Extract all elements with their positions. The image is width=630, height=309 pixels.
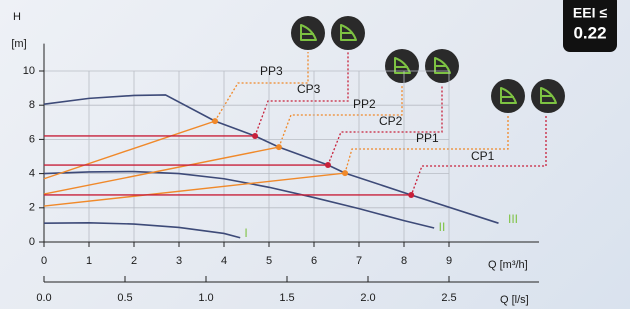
x2-tick-label: 0.0	[36, 292, 51, 304]
chart: EEI ≤ 0.22 H [m] Q [m³/h] Q [l/s] 0 2 4 6 8 1…	[0, 0, 630, 309]
series-label: II	[439, 220, 446, 234]
curve	[44, 95, 499, 223]
x-tick-label: 6	[311, 255, 317, 267]
curve	[44, 223, 240, 238]
x-tick-label: 7	[356, 255, 362, 267]
curve	[44, 147, 279, 194]
series-label: PP1	[416, 131, 439, 145]
x-tick-label: 2	[131, 255, 137, 267]
y-unit: [m]	[11, 38, 26, 50]
operating-point	[408, 192, 414, 198]
x2-tick-label: 1.5	[279, 292, 294, 304]
operating-point	[325, 162, 331, 168]
operating-point	[342, 170, 348, 176]
y-tick-label: 4	[29, 168, 35, 180]
operating-point	[212, 118, 218, 124]
y-tick-label: 0	[29, 236, 35, 248]
badge-label: EEI ≤	[573, 5, 607, 21]
series-label: PP2	[353, 97, 376, 111]
icons	[291, 16, 565, 113]
x-tick-label: 0	[41, 255, 47, 267]
y-tick-label: 6	[29, 133, 35, 145]
x2-tick-label: 1.0	[198, 292, 213, 304]
badge-value: 0.22	[573, 23, 606, 42]
y-tick-label: 2	[29, 202, 35, 214]
x2-label: Q [l/s]	[500, 294, 529, 306]
x-tick-label: 5	[266, 255, 272, 267]
operating-point	[252, 133, 258, 139]
leader	[215, 52, 308, 121]
curve	[44, 121, 215, 179]
x-tick-label: 1	[86, 255, 92, 267]
x-tick-label: 9	[446, 255, 452, 267]
y-label: H	[13, 11, 21, 23]
operating-point	[276, 144, 282, 150]
series-label: CP2	[379, 114, 403, 128]
x2-tick-label: 2.0	[360, 292, 375, 304]
series-label: III	[508, 212, 518, 226]
x-tick-label: 8	[401, 255, 407, 267]
series-label: I	[244, 226, 247, 240]
series-label: CP3	[297, 82, 321, 96]
x2-tick-label: 2.5	[441, 292, 456, 304]
x-label: Q [m³/h]	[488, 259, 528, 271]
y-tick-label: 10	[23, 65, 35, 77]
x-tick-label: 4	[221, 255, 227, 267]
x-tick-label: 3	[176, 255, 182, 267]
series-label: PP3	[260, 64, 283, 78]
series-label: CP1	[471, 149, 495, 163]
y-tick-label: 8	[29, 99, 35, 111]
x2-tick-label: 0.5	[117, 292, 132, 304]
